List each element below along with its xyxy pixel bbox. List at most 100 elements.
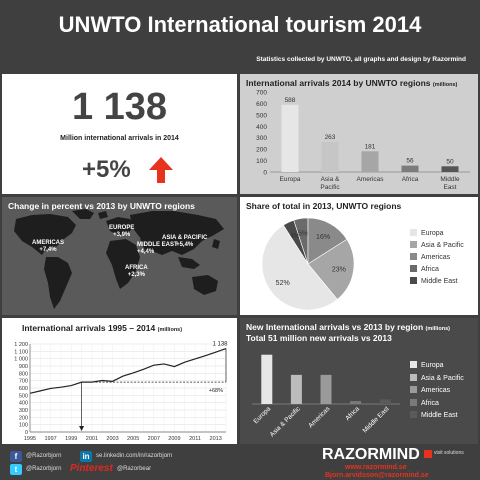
pie-slice xyxy=(307,217,348,265)
new-arrivals-subtitle: Total 51 million new arrivals vs 2013 xyxy=(246,333,392,343)
legend-item: Americas xyxy=(410,253,450,261)
y-tick-label: 600 xyxy=(256,101,267,108)
y-tick-label: 200 xyxy=(256,147,267,154)
kpi-panel: 1 138 Million international arrivals in … xyxy=(2,74,237,194)
website-link[interactable]: www.razormind.se xyxy=(345,464,407,471)
y-tick-label: 1 000 xyxy=(14,357,28,363)
arrivals-by-region-panel: International arrivals 2014 by UNWTO reg… xyxy=(240,74,478,194)
twitter-handle[interactable]: @Razorbjorn xyxy=(26,466,62,472)
kpi-label: Million international arrivals in 2014 xyxy=(60,135,179,142)
y-tick-label: 1 200 xyxy=(14,342,28,348)
data-label: 50 xyxy=(446,158,454,165)
legend-label: Middle East xyxy=(421,412,458,419)
x-tick-label: 2005 xyxy=(127,436,139,442)
x-tick-label: Middle xyxy=(440,176,460,183)
legend-label: Asia & Pacific xyxy=(421,374,464,382)
region-label-europe: EUROPE +3,9% xyxy=(109,225,135,238)
x-tick-label: 2009 xyxy=(168,436,180,442)
x-tick-label: 1997 xyxy=(45,436,57,442)
slice-label: 23% xyxy=(332,266,346,273)
x-tick-label: Africa xyxy=(344,405,361,422)
linkedin-icon[interactable]: in xyxy=(80,451,92,462)
legend-swatch xyxy=(410,386,417,393)
y-tick-label: 0 xyxy=(25,430,28,436)
x-tick-label: 2001 xyxy=(86,436,98,442)
pie-slice xyxy=(261,224,338,311)
bar xyxy=(350,401,362,404)
y-tick-label: 1 100 xyxy=(14,349,28,355)
twitter-icon[interactable]: t xyxy=(10,464,22,475)
bar xyxy=(261,354,273,404)
facebook-icon[interactable]: f xyxy=(10,451,22,462)
legend-swatch xyxy=(410,277,417,284)
legend-item: Africa xyxy=(410,265,439,273)
kpi-value: 1 138 xyxy=(71,86,168,128)
share-pie-chart: 4%5% 16% 23% 52% xyxy=(261,217,355,311)
x-tick-label: East xyxy=(443,184,456,191)
facebook-handle[interactable]: @Razorbjorn xyxy=(26,453,62,459)
y-tick-label: 100 xyxy=(19,423,28,429)
page-subtitle: Statistics collected by UNWTO, all graph… xyxy=(256,56,466,63)
bar xyxy=(281,104,299,172)
legend-item: Europa xyxy=(410,361,444,369)
x-tick-label: 2003 xyxy=(106,436,118,442)
bar xyxy=(290,374,302,404)
end-label: 1 138 xyxy=(212,342,228,348)
linkedin-url[interactable]: se.linkedin.com/in/razorbjorn xyxy=(96,453,173,459)
y-tick-label: 300 xyxy=(19,408,28,414)
slice-label: 16% xyxy=(316,234,330,241)
arrow-up-icon xyxy=(149,157,173,183)
pinterest-handle[interactable]: @Razorbear xyxy=(117,466,152,472)
brand-mark-icon xyxy=(424,450,432,458)
y-tick-label: 800 xyxy=(19,371,28,377)
y-tick-label: 100 xyxy=(256,158,267,165)
legend-swatch xyxy=(410,229,417,236)
growth-annotation: +68% xyxy=(209,388,223,394)
y-tick-label: 200 xyxy=(19,415,28,421)
pie-slice xyxy=(307,238,355,300)
legend-item: Europa xyxy=(410,229,444,237)
email-link[interactable]: Bjorn.arvidsson@razormind.se xyxy=(325,472,429,479)
new-arrivals-panel: New International arrivals vs 2013 by re… xyxy=(240,318,478,444)
legend-label: Africa xyxy=(421,266,439,273)
brand-tagline: visit solutions xyxy=(434,450,464,456)
y-tick-label: 500 xyxy=(256,112,267,119)
legend-swatch xyxy=(410,241,417,248)
slice-label: 52% xyxy=(276,280,290,287)
legend-label: Europa xyxy=(421,362,444,369)
x-tick-label: Europa xyxy=(280,176,301,183)
y-tick-label: 300 xyxy=(256,135,267,142)
x-tick-label: 1995 xyxy=(24,436,36,442)
region-label-middle-east: MIDDLE EAST +4,4% xyxy=(137,242,178,255)
legend-item: Middle East xyxy=(410,277,458,285)
bar xyxy=(321,141,339,172)
bar xyxy=(320,374,332,404)
data-label: 263 xyxy=(325,134,336,141)
legend-item: Americas xyxy=(410,386,450,394)
legend-item: Middle East xyxy=(410,411,458,419)
x-tick-label: Americas xyxy=(307,405,332,430)
x-tick-label: Pacific xyxy=(320,184,340,191)
world-map-title: Change in percent vs 2013 by UNWTO regio… xyxy=(8,201,195,211)
new-arrivals-title: New International arrivals vs 2013 by re… xyxy=(246,322,450,332)
bar xyxy=(379,399,391,404)
x-tick-label: Americas xyxy=(356,176,384,183)
data-label: 56 xyxy=(406,158,414,165)
y-tick-label: 400 xyxy=(19,401,28,407)
slice-label: 4% xyxy=(290,233,300,240)
bar xyxy=(361,151,379,172)
page-title: UNWTO International tourism 2014 xyxy=(58,12,422,37)
x-tick-label: 2007 xyxy=(148,436,160,442)
y-tick-label: 700 xyxy=(256,90,267,97)
x-tick-label: Asia & Pacific xyxy=(269,405,303,439)
world-map-icon xyxy=(14,209,224,309)
bar xyxy=(441,166,459,172)
legend-swatch xyxy=(410,398,417,406)
legend-swatch xyxy=(410,361,417,368)
pinterest-logo[interactable]: Pinterest xyxy=(70,463,113,474)
x-tick-label: 2011 xyxy=(189,436,201,442)
world-map-panel: Change in percent vs 2013 by UNWTO regio… xyxy=(2,197,237,315)
x-tick-label: Asia & xyxy=(321,176,340,183)
